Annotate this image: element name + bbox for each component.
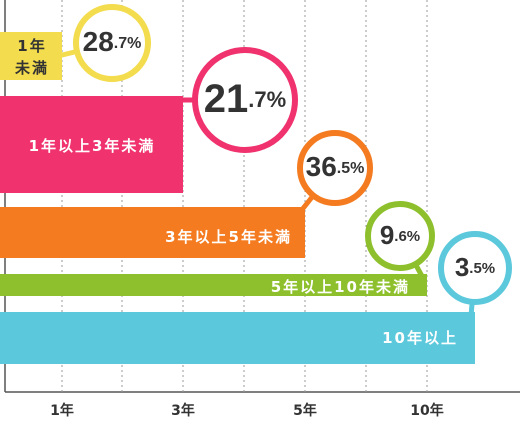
x-tick-label: 5年 [293,402,317,419]
category-line: 10年以上 [382,329,458,347]
value-label: 3.5% [455,252,495,282]
value-circle [297,130,373,206]
value-circle [73,4,151,82]
category-line: 3年以上5年未満 [165,228,292,246]
category-label: 3年以上5年未満 [165,228,292,246]
value-circle [192,47,298,153]
value-label: 21.7% [204,77,286,121]
value-label: 28.7% [83,26,142,57]
x-tick-label: 1年 [50,402,74,419]
bar [0,274,427,296]
category-label: 5年以上10年未満 [271,278,410,296]
category-line: 1年 [17,37,46,55]
bar [0,96,183,193]
value-label: 9.6% [380,220,420,250]
category-line: 5年以上10年未満 [271,278,410,296]
value-label-main: 28 [83,26,114,57]
category-label: 1年未満 [14,37,49,77]
value-label-decimal: .7% [114,35,142,52]
value-label-main: 3 [455,252,469,282]
bar [0,32,62,80]
x-tick-label: 10年 [410,402,443,419]
value-label: 36.5% [306,151,365,182]
bar [0,207,305,258]
value-circle [365,201,435,271]
value-label-decimal: .5% [337,160,365,177]
value-circle [438,231,512,305]
x-tick-label: 3年 [171,402,195,419]
category-label: 1年以上3年未満 [29,137,156,155]
category-label: 10年以上 [382,329,458,347]
bar [0,312,475,364]
value-label-decimal: .5% [469,260,495,277]
category-line: 1年以上3年未満 [29,137,156,155]
value-label-main: 36 [306,151,337,182]
value-label-main: 9 [380,220,394,250]
value-label-decimal: .6% [394,228,420,245]
value-label-main: 21 [204,77,249,121]
value-label-decimal: .7% [248,87,286,112]
category-line: 未満 [14,59,49,77]
